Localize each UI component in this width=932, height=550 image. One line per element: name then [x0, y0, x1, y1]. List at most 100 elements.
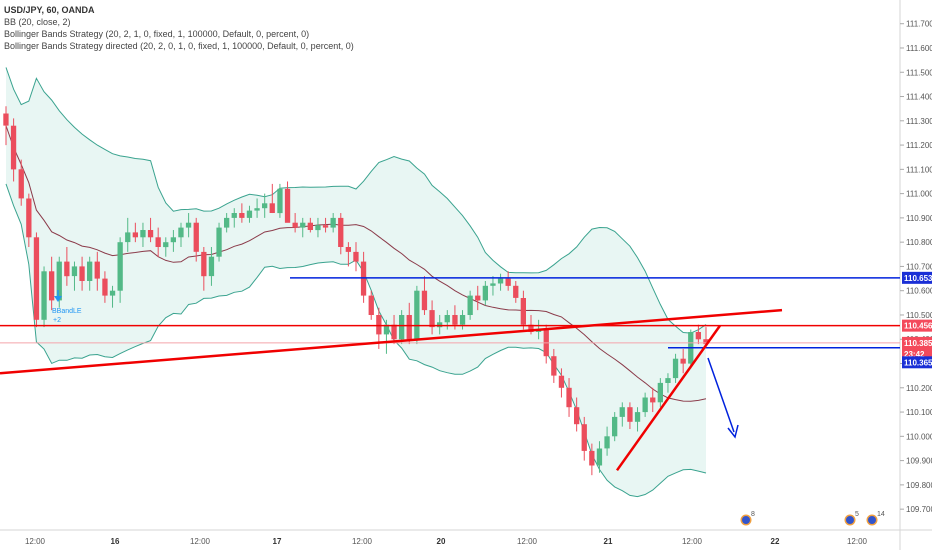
candle-body: [680, 358, 686, 364]
candle-body: [315, 225, 321, 231]
time-tick-label: 22: [771, 537, 780, 546]
chart-legend: USD/JPY, 60, OANDA BB (20, close, 2) Bol…: [4, 4, 354, 52]
candle-body: [338, 217, 344, 247]
price-tick-label: 111.200: [906, 141, 932, 150]
candle-body: [79, 266, 85, 281]
candle: [475, 285, 481, 311]
candle: [178, 222, 184, 248]
time-tick-label: 12:00: [352, 537, 373, 546]
candle: [650, 387, 656, 413]
candle-body: [612, 416, 618, 437]
time-tick-label: 12:00: [517, 537, 538, 546]
time-tick-label: 12:00: [25, 537, 46, 546]
legend-strategy[interactable]: Bollinger Bands Strategy (20, 2, 1, 0, f…: [4, 29, 310, 39]
upper-band-line: [5, 67, 707, 334]
candle-body: [528, 324, 534, 332]
time-axis[interactable]: 12:00 16 12:00 17 12:00 20 12:00 21 12:00 22 12:00: [25, 537, 868, 546]
candle-body: [566, 387, 572, 408]
candle-body: [201, 251, 207, 277]
candle: [680, 348, 686, 374]
candle-body: [26, 198, 32, 238]
candle: [497, 273, 504, 291]
signal-qty: +2: [53, 317, 61, 324]
candle: [26, 193, 32, 248]
candle-body: [459, 315, 466, 325]
candle-body: [87, 261, 93, 281]
candle: [315, 217, 321, 238]
long-entry-arrow-icon: [54, 296, 62, 302]
candle-body: [703, 339, 709, 345]
candle: [155, 227, 161, 257]
candle-body: [262, 203, 268, 209]
candle-body: [551, 356, 557, 376]
candle-body: [170, 237, 176, 243]
candle-body: [467, 295, 473, 315]
candle: [604, 426, 610, 456]
price-tick-label: 110.500: [906, 311, 932, 320]
drawings: [0, 277, 900, 472]
candle-body: [163, 242, 169, 248]
event-flag-icon[interactable]: 5: [843, 511, 859, 527]
candle: [33, 232, 40, 328]
price-tick-label: 110.900: [906, 214, 932, 223]
candle: [71, 261, 78, 291]
time-tick-label: 12:00: [682, 537, 703, 546]
candle: [505, 271, 511, 291]
candle: [589, 443, 595, 476]
candle: [201, 247, 207, 291]
candle: [208, 247, 215, 286]
candle-body: [208, 256, 215, 277]
candle: [10, 118, 17, 182]
price-tick-label: 111.400: [906, 93, 932, 102]
event-flag-icon[interactable]: 14: [865, 511, 885, 527]
time-tick-label: 21: [604, 537, 613, 546]
legend-strategy-directed[interactable]: Bollinger Bands Strategy directed (20, 2…: [4, 41, 354, 51]
candle-body: [193, 222, 199, 252]
legend-symbol[interactable]: USD/JPY, 60, OANDA: [4, 5, 95, 15]
candle: [612, 412, 618, 442]
band-fill: [6, 67, 706, 497]
price-tag-label: 110.653: [904, 274, 932, 283]
candle-body: [10, 125, 17, 170]
candle-body: [277, 188, 283, 214]
candle: [421, 276, 428, 315]
candle: [627, 402, 633, 430]
candle: [665, 373, 671, 393]
candle-body: [672, 358, 679, 379]
candle: [163, 237, 169, 257]
bollinger-bands: [5, 67, 707, 498]
price-axis[interactable]: 111.700 111.600 111.500 111.400 111.300 111.2…: [900, 20, 932, 514]
candle: [672, 353, 679, 383]
candle-body: [147, 230, 154, 238]
candle-body: [125, 232, 131, 243]
projection-arrow-head: [727, 424, 739, 439]
candle-body: [269, 203, 275, 213]
candle-body: [634, 412, 641, 422]
candle-body: [109, 290, 116, 296]
candle-body: [399, 315, 405, 340]
event-flags[interactable]: 8 5 14: [739, 511, 885, 527]
candle-body: [224, 217, 230, 228]
candle-body: [71, 266, 78, 277]
candle-body: [330, 217, 336, 228]
candle-body: [300, 222, 306, 228]
candle-body: [619, 407, 625, 417]
event-flag-icon[interactable]: 8: [739, 511, 755, 527]
strategy-signal: BBandLE +2: [52, 290, 82, 324]
candle: [551, 348, 557, 383]
candle-body: [482, 285, 488, 301]
candle-body: [383, 324, 390, 335]
price-tick-label: 110.200: [906, 384, 932, 393]
candle: [353, 242, 359, 272]
candles: [3, 106, 709, 476]
price-tag-label: 23:42: [904, 350, 925, 359]
candle: [262, 193, 268, 218]
candle-body: [3, 113, 9, 126]
candle: [513, 280, 519, 303]
candle-body: [132, 232, 138, 238]
candle-body: [558, 375, 565, 388]
legend-bb[interactable]: BB (20, close, 2): [4, 17, 71, 27]
